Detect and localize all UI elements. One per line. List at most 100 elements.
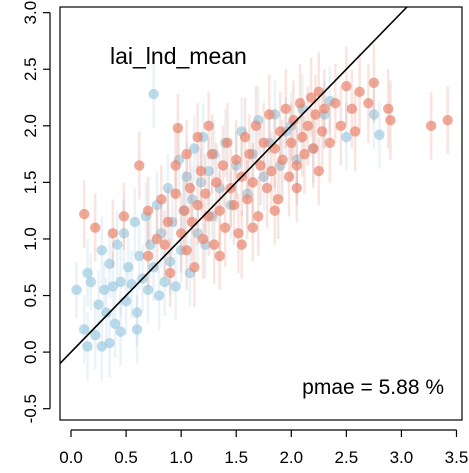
red-point	[302, 120, 314, 132]
red-point	[346, 103, 358, 115]
blue-point	[131, 307, 143, 318]
blue-point	[159, 276, 170, 288]
red-point	[217, 160, 229, 171]
blue-point	[115, 326, 126, 337]
red-point	[383, 103, 394, 115]
blue-point	[120, 295, 132, 307]
blue-point	[368, 109, 380, 120]
blue-point	[85, 276, 97, 288]
red-point	[242, 194, 253, 205]
red-point	[79, 208, 90, 220]
blue-point	[118, 228, 130, 239]
red-point	[170, 188, 181, 199]
red-point	[297, 131, 308, 143]
red-point	[118, 211, 130, 222]
blue-point	[107, 281, 119, 292]
red-point	[277, 154, 288, 165]
red-point	[172, 122, 184, 134]
red-point	[156, 194, 167, 205]
red-point	[272, 194, 284, 205]
blue-point	[98, 284, 110, 296]
y-tick-label: 1.5	[21, 171, 40, 195]
blue-point	[115, 276, 126, 288]
red-point	[316, 126, 328, 137]
blue-point	[109, 318, 121, 330]
blue-point	[79, 324, 90, 335]
red-point	[253, 211, 264, 222]
red-point	[308, 143, 319, 154]
chart-title: lai_lnd_mean	[110, 43, 247, 69]
red-point	[134, 160, 145, 171]
red-point	[368, 77, 380, 89]
plot-data-layer	[71, 43, 453, 381]
red-point	[200, 188, 211, 199]
blue-point	[82, 341, 93, 352]
red-point	[294, 97, 306, 109]
red-point	[255, 160, 266, 171]
red-point	[258, 137, 269, 148]
blue-point	[170, 281, 181, 292]
blue-point	[112, 239, 123, 250]
red-point	[283, 171, 295, 182]
blue-point	[195, 177, 207, 188]
red-point	[269, 143, 280, 154]
blue-point	[104, 258, 115, 270]
red-point	[363, 97, 374, 109]
x-tick-label: 2.5	[335, 448, 359, 467]
red-point	[206, 148, 218, 160]
red-point	[286, 137, 297, 148]
red-point	[291, 160, 302, 171]
red-point	[211, 177, 222, 188]
blue-point	[142, 284, 154, 296]
red-point	[288, 114, 299, 126]
red-point	[247, 177, 258, 188]
red-point	[349, 126, 361, 137]
x-tick-label: 2.0	[279, 448, 303, 467]
x-tick-label: 3.5	[445, 448, 469, 467]
red-point	[222, 137, 233, 148]
blue-point	[126, 279, 137, 290]
red-point	[250, 120, 262, 132]
red-point	[324, 137, 336, 148]
red-point	[269, 205, 280, 216]
red-point	[181, 245, 192, 256]
blue-point	[153, 290, 165, 301]
red-point	[299, 148, 310, 160]
blue-point	[82, 267, 93, 279]
red-point	[280, 103, 291, 115]
red-point	[228, 199, 240, 211]
y-tick-label: 1.0	[21, 227, 40, 251]
y-tick-label: 2.5	[21, 57, 40, 81]
blue-point	[71, 284, 82, 296]
red-point	[195, 165, 207, 177]
red-point	[330, 97, 341, 109]
blue-point	[93, 299, 104, 310]
red-point	[354, 86, 365, 98]
x-axis: 0.0 0.5 1.0 1.5 2.0 2.5 3.0 3.5	[59, 429, 469, 467]
red-point	[186, 216, 198, 228]
red-point	[197, 233, 209, 245]
blue-point	[129, 216, 141, 228]
red-point	[192, 131, 203, 143]
red-point	[203, 211, 214, 222]
red-point	[184, 182, 196, 194]
x-tick-label: 0.5	[114, 448, 138, 467]
red-point	[385, 114, 396, 126]
blue-point	[104, 337, 115, 349]
red-point	[189, 262, 200, 273]
red-point	[266, 165, 277, 177]
red-point	[231, 154, 242, 165]
blue-point	[181, 171, 192, 182]
y-tick-label: 3.0	[21, 1, 40, 25]
red-point	[142, 250, 154, 262]
x-tick-label: 1.5	[224, 448, 248, 467]
red-point	[107, 228, 119, 239]
red-point	[208, 239, 220, 250]
pmae-annotation: pmae = 5.88 %	[302, 376, 444, 399]
red-point	[233, 228, 244, 239]
x-tick-label: 0.0	[59, 448, 83, 467]
red-point	[442, 114, 453, 126]
red-point	[142, 205, 154, 216]
blue-point	[258, 171, 269, 182]
y-tick-label: 0.5	[21, 284, 40, 308]
